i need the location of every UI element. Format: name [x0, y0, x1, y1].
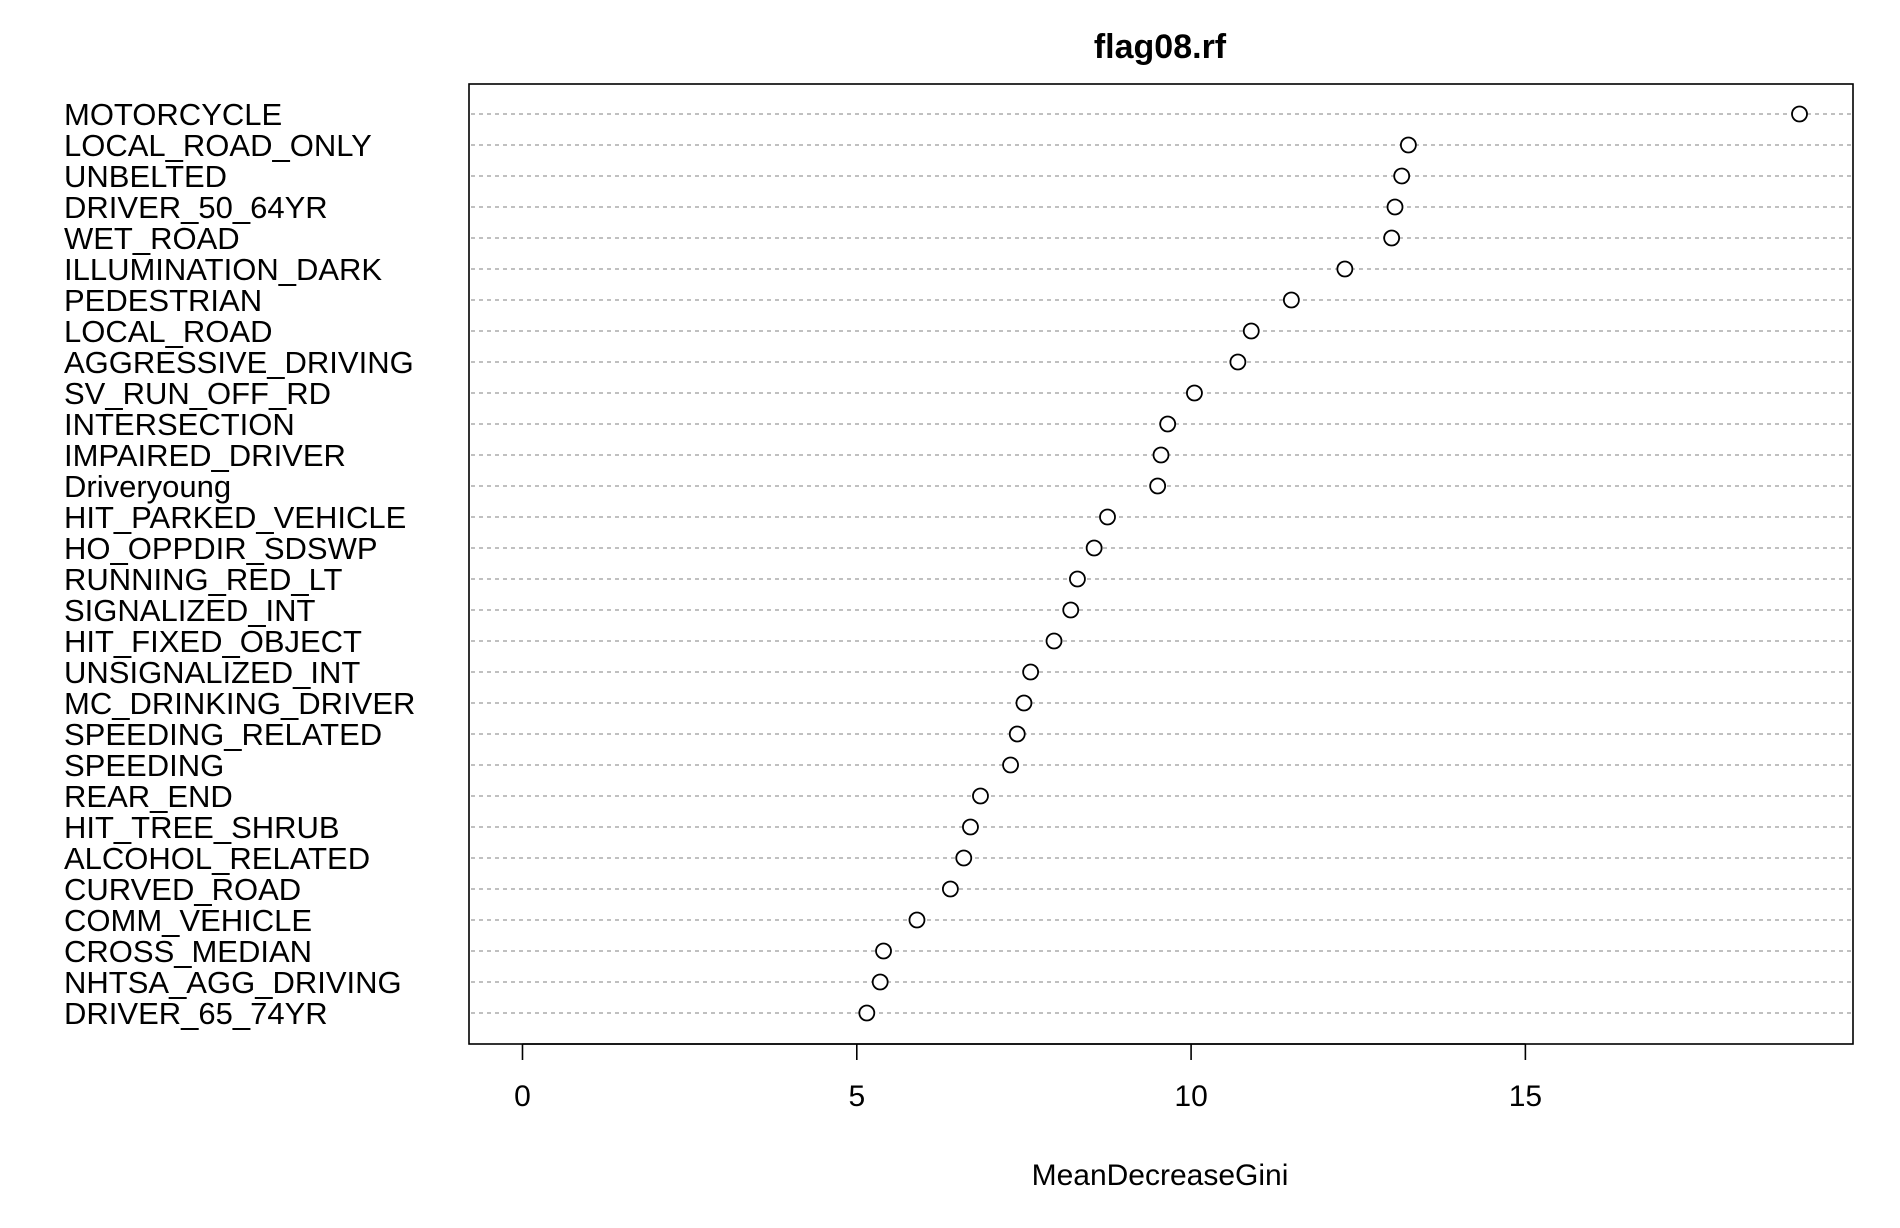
category-label: NHTSA_AGG_DRIVING — [64, 965, 402, 1000]
category-label: DRIVER_65_74YR — [64, 996, 328, 1031]
category-label: ALCOHOL_RELATED — [64, 841, 370, 876]
grid-layer — [471, 113, 1851, 1014]
category-label: WET_ROAD — [64, 221, 240, 256]
category-label: MOTORCYCLE — [64, 97, 282, 132]
data-point — [1791, 105, 1808, 123]
data-point — [875, 942, 892, 960]
data-point — [1062, 601, 1080, 619]
data-point — [908, 911, 926, 929]
data-point — [871, 973, 889, 991]
category-label: SV_RUN_OFF_RD — [64, 376, 331, 411]
data-point — [1383, 229, 1401, 247]
data-point — [1149, 477, 1167, 495]
data-points — [858, 105, 1808, 1022]
data-point — [1282, 291, 1300, 309]
chart-title: flag08.rf — [1094, 28, 1227, 66]
category-label: Driveryoung — [64, 469, 231, 504]
data-point — [1008, 725, 1026, 743]
category-label: ILLUMINATION_DARK — [64, 252, 382, 287]
category-label: CURVED_ROAD — [64, 872, 301, 907]
category-label: PEDESTRIAN — [64, 283, 262, 318]
data-point — [1399, 136, 1417, 154]
category-label: AGGRESSIVE_DRIVING — [64, 345, 414, 380]
data-point — [858, 1004, 876, 1022]
category-label: DRIVER_50_64YR — [64, 190, 328, 225]
category-label: RUNNING_RED_LT — [64, 562, 343, 597]
category-label: SPEEDING_RELATED — [64, 717, 382, 752]
category-label: UNBELTED — [64, 159, 227, 194]
data-point — [1085, 539, 1103, 557]
plot-frame — [468, 83, 1854, 1045]
x-axis: 0 5 10 15 — [514, 1043, 1542, 1113]
data-point — [1242, 322, 1260, 340]
data-point — [1045, 632, 1063, 650]
data-point — [1015, 694, 1033, 712]
data-point — [1099, 508, 1116, 526]
category-label: CROSS_MEDIAN — [64, 934, 312, 969]
category-labels: MOTORCYCLELOCAL_ROAD_ONLYUNBELTEDDRIVER_… — [64, 97, 415, 1031]
x-tick-label: 15 — [1509, 1080, 1542, 1113]
data-point — [941, 880, 959, 898]
category-label: UNSIGNALIZED_INT — [64, 655, 360, 690]
category-label: INTERSECTION — [64, 407, 295, 442]
category-label: MC_DRINKING_DRIVER — [64, 686, 415, 721]
category-label: LOCAL_ROAD — [64, 314, 272, 349]
data-point — [1152, 446, 1170, 464]
data-point — [962, 818, 979, 836]
category-label: HO_OPPDIR_SDSWP — [64, 531, 378, 566]
category-label: HIT_FIXED_OBJECT — [64, 624, 362, 659]
category-label: HIT_TREE_SHRUB — [64, 810, 340, 845]
data-point — [1022, 663, 1040, 681]
data-point — [1393, 167, 1411, 185]
data-point — [1186, 384, 1203, 402]
data-point — [955, 849, 973, 867]
data-point — [1069, 570, 1086, 588]
category-label: LOCAL_ROAD_ONLY — [64, 128, 372, 163]
data-point — [1229, 353, 1247, 371]
category-label: SIGNALIZED_INT — [64, 593, 316, 628]
category-label: COMM_VEHICLE — [64, 903, 312, 938]
x-tick-label: 5 — [848, 1080, 865, 1113]
category-label: REAR_END — [64, 779, 233, 814]
category-label: HIT_PARKED_VEHICLE — [64, 500, 406, 535]
x-tick-label: 10 — [1174, 1080, 1207, 1113]
data-point — [1002, 756, 1019, 774]
x-axis-label: MeanDecreaseGini — [1032, 1159, 1289, 1192]
x-tick-label: 0 — [514, 1080, 531, 1113]
data-point — [1336, 260, 1354, 278]
category-label: SPEEDING — [64, 748, 224, 783]
category-label: IMPAIRED_DRIVER — [64, 438, 346, 473]
data-point — [972, 787, 989, 805]
data-point — [1386, 198, 1404, 216]
data-point — [1159, 415, 1177, 433]
